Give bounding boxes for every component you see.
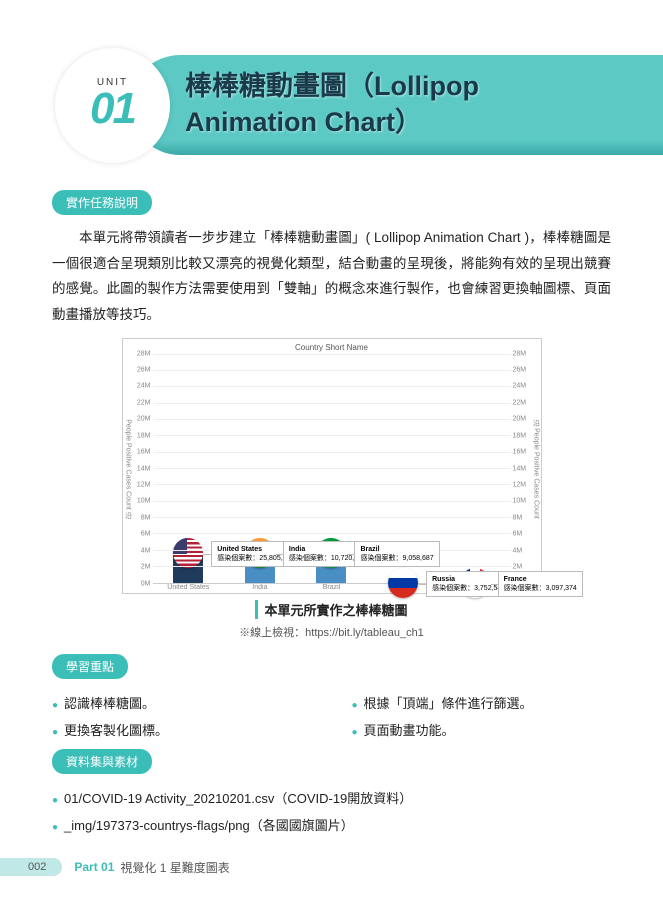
callout: Brazil感染個案數：9,058,687 [354,541,439,567]
dataset-list: 01/COVID-19 Activity_20210201.csv（COVID-… [52,784,611,838]
y-tick: 10M [511,498,533,505]
y-tick: 12M [511,481,533,488]
y-tick: 16M [131,449,153,456]
content: 實作任務說明 本單元將帶領讀者一步步建立「棒棒糖動畫圖」( Lollipop A… [52,190,611,838]
y-tick: 12M [131,481,153,488]
y-axis-right: 沿 People Positive Cases Count 0M2M4M6M8M… [511,354,533,584]
gridline [153,403,511,404]
footer-text: 視覺化 1 星難度圖表 [120,859,229,876]
y-tick: 14M [511,465,533,472]
page-number: 002 [0,858,62,876]
gridline [153,533,511,534]
bullet-item: 根據「頂端」條件進行篩選。 [352,689,612,716]
y-tick: 2M [511,564,533,571]
y-tick: 28M [511,350,533,357]
chart-frame: Country Short Name People Positive Cases… [122,338,542,594]
y-tick: 8M [511,514,533,521]
chart-body: People Positive Cases Count 沿 0M2M4M6M8M… [131,354,533,584]
y-tick: 26M [511,366,533,373]
y-tick: 24M [511,383,533,390]
y-axis-left: People Positive Cases Count 沿 0M2M4M6M8M… [131,354,153,584]
bar-col: United States感染個案數：25,805,713 [159,553,217,583]
gridline [153,419,511,420]
y-tick: 18M [131,432,153,439]
gridline [153,501,511,502]
bullet-item: 更換客製化圖標。 [52,716,312,743]
chart-caption: 本單元所實作之棒棒糖圖 [255,600,407,619]
flag-ru-icon [388,568,418,598]
caption-row: 本單元所實作之棒棒糖圖 [52,600,611,620]
unit-badge: UNIT 01 [55,48,170,163]
flag-us-icon [173,538,203,568]
y-tick: 2M [131,564,153,571]
y-tick: 20M [511,416,533,423]
y-tick: 0M [131,580,153,587]
x-label: United States [159,584,217,591]
y-tick: 22M [511,399,533,406]
learn-pill: 學習重點 [52,654,128,679]
learn-columns: 認識棒棒糖圖。更換客製化圖標。 根據「頂端」條件進行篩選。頁面動畫功能。 [52,689,611,743]
body-text: 本單元將帶領讀者一步步建立「棒棒糖動畫圖」( Lollipop Animatio… [52,225,611,328]
x-label: India [231,584,289,591]
caption-sub: ※線上檢視：https://bit.ly/tableau_ch1 [52,624,611,640]
callout: France感染個案數：3,097,374 [498,571,583,597]
y-tick: 6M [511,531,533,538]
learn-col-left: 認識棒棒糖圖。更換客製化圖標。 [52,689,312,743]
y-tick: 26M [131,366,153,373]
gridline [153,354,511,355]
bar: United States感染個案數：25,805,713 [173,553,203,583]
y-tick: 24M [131,383,153,390]
x-label: Brazil [302,584,360,591]
gridline [153,386,511,387]
bullet-item: 01/COVID-19 Activity_20210201.csv（COVID-… [52,784,611,811]
gridline [153,370,511,371]
chart-plot: United States感染個案數：25,805,713India感染個案數：… [153,354,511,584]
page-title: 棒棒糖動畫圖（Lollipop Animation Chart） [185,68,479,141]
y-tick: 4M [511,547,533,554]
y-tick: 8M [131,514,153,521]
gridline [153,435,511,436]
gridline [153,468,511,469]
bullet-item: 頁面動畫功能。 [352,716,612,743]
gridline [153,452,511,453]
y-tick: 18M [511,432,533,439]
bullet-item: _img/197373-countrys-flags/png（各國國旗圖片） [52,811,611,838]
y-tick: 28M [131,350,153,357]
y-tick: 22M [131,399,153,406]
task-pill: 實作任務說明 [52,190,152,215]
footer: 002 Part 01 視覺化 1 星難度圖表 [0,857,663,877]
y-tick: 14M [131,465,153,472]
y-tick: 20M [131,416,153,423]
y-tick: 16M [511,449,533,456]
dataset-pill: 資料集與素材 [52,749,152,774]
y-tick: 10M [131,498,153,505]
gridline [153,484,511,485]
chart-title: Country Short Name [131,343,533,352]
bullet-item: 認識棒棒糖圖。 [52,689,312,716]
learn-col-right: 根據「頂端」條件進行篩選。頁面動畫功能。 [352,689,612,743]
gridline [153,517,511,518]
footer-part: Part 01 [74,860,114,874]
y-tick: 6M [131,531,153,538]
y-tick: 4M [131,547,153,554]
unit-number: 01 [90,84,135,134]
